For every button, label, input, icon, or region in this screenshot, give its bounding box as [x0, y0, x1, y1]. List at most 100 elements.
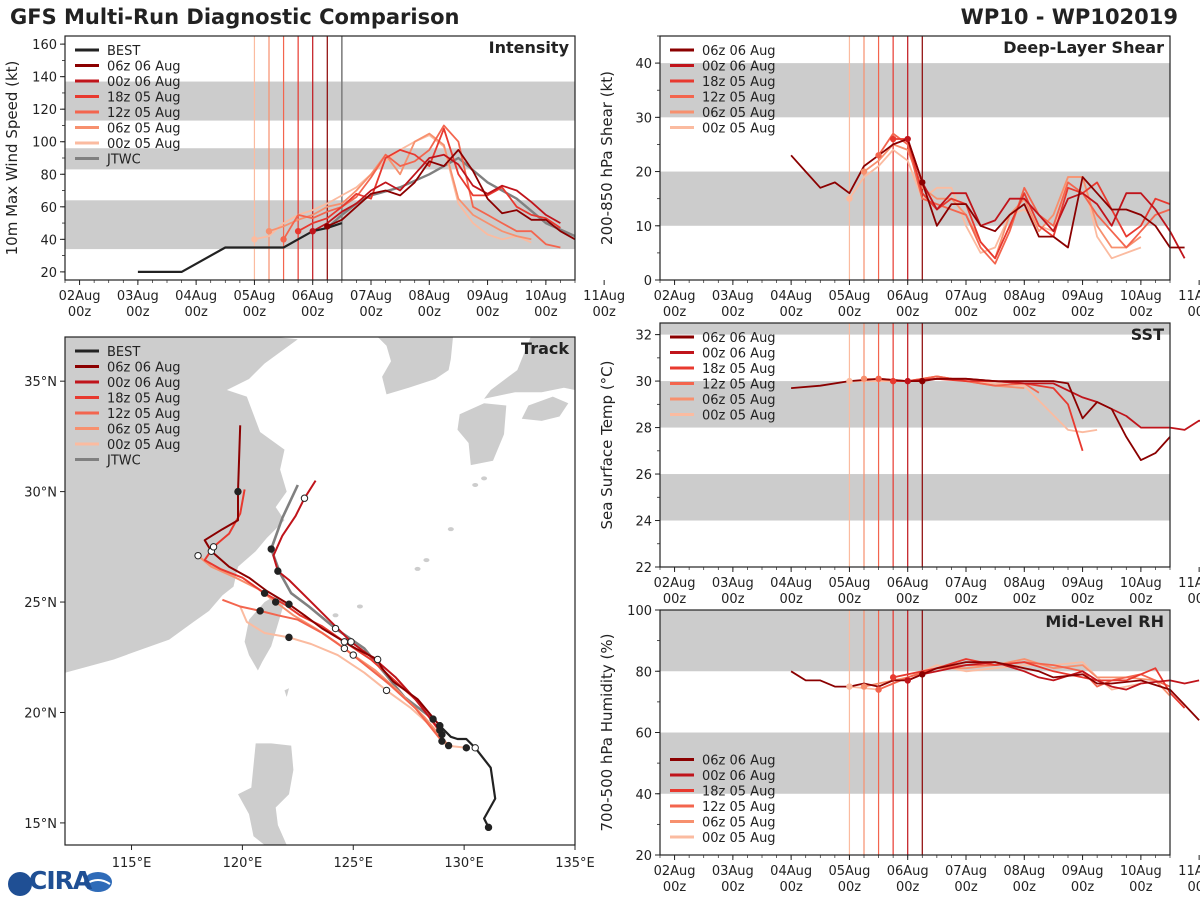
intensity-init-marker — [251, 236, 258, 243]
track-ytick-label: 15°N — [24, 817, 57, 832]
intensity-init-marker — [265, 228, 273, 235]
shear-panel: 01020304002Aug00z03Aug00z04Aug00z05Aug00… — [598, 35, 1200, 320]
rh-xtick-label: 03Aug — [712, 864, 754, 879]
sst-xtick-label: 00z — [663, 592, 687, 607]
intensity-series-line — [312, 153, 561, 232]
rh-ytick-label: 40 — [635, 788, 652, 803]
shear-xtick-label: 00z — [838, 305, 862, 320]
rh-legend-label: 12z 05 Aug — [702, 800, 776, 815]
intensity-xtick-label: 06Aug — [292, 289, 334, 304]
shear-xtick-label: 04Aug — [770, 289, 812, 304]
track-panel: 115°E 120°E 125°E 130°E 135°E 15°N 20°N 25°N 30°… — [24, 336, 595, 871]
sst-xtick-label: 00z — [954, 592, 978, 607]
track-day-marker — [331, 624, 340, 633]
intensity-xtick-label: 00z — [534, 305, 558, 320]
track-xtick-label: 135°E — [555, 856, 595, 871]
track-series-line — [438, 724, 497, 828]
honshu-landmass — [484, 337, 575, 399]
rh-xtick-label: 00z — [1187, 880, 1200, 895]
rh-band — [660, 610, 1170, 672]
track-series-line — [269, 484, 434, 721]
rh-ytick-label: 80 — [635, 665, 652, 680]
track-day-marker — [194, 551, 202, 560]
rh-xtick-label: 00z — [1071, 880, 1095, 895]
track-day-marker — [234, 487, 242, 496]
rh-xtick-label: 00z — [663, 880, 687, 895]
track-day-marker — [300, 494, 309, 502]
sst-xtick-label: 04Aug — [770, 576, 812, 591]
track-map — [65, 337, 575, 845]
rh-band — [660, 732, 1170, 794]
intensity-xtick-label: 00z — [243, 305, 267, 320]
intensity-series-line — [268, 132, 532, 241]
shear-xtick-label: 11Aug — [1178, 289, 1200, 304]
track-day-marker — [285, 600, 293, 608]
sst-xtick-label: 00z — [896, 592, 920, 607]
track-legend-label: 18z 05 Aug — [107, 392, 181, 407]
ryukyu-island — [447, 527, 454, 532]
intensity-init-marker — [294, 228, 302, 235]
rh-init-marker — [919, 671, 926, 678]
track-day-marker — [373, 655, 382, 664]
shear-xtick-label: 00z — [721, 305, 745, 320]
sst-legend-label: 12z 05 Aug — [702, 378, 776, 393]
sst-ytick-label: 26 — [635, 468, 652, 483]
shear-init-marker — [889, 135, 897, 143]
sst-init-marker — [875, 375, 882, 382]
intensity-init-marker — [280, 236, 287, 243]
intensity-ytick-label: 160 — [32, 38, 57, 53]
intensity-legend-label: 06z 05 Aug — [107, 122, 181, 137]
intensity-ytick-label: 80 — [40, 168, 57, 183]
shear-xtick-label: 00z — [663, 305, 687, 320]
intensity-xtick-label: 05Aug — [233, 289, 275, 304]
shear-xtick-label: 00z — [954, 305, 978, 320]
intensity-ytick-label: 40 — [40, 233, 57, 248]
shear-series-line — [906, 138, 1186, 259]
sst-ytick-label: 24 — [635, 515, 652, 530]
rh-init-marker — [889, 674, 897, 681]
intensity-legend-label: JTWC — [106, 153, 141, 168]
sst-xtick-label: 10Aug — [1120, 576, 1162, 591]
sst-xtick-label: 00z — [1071, 592, 1095, 607]
track-day-marker — [267, 545, 275, 553]
track-legend-label: BEST — [107, 345, 140, 360]
intensity-ytick-label: 120 — [32, 103, 57, 118]
intensity-legend-label: BEST — [107, 44, 140, 59]
sst-xtick-label: 02Aug — [654, 576, 696, 591]
rh-xtick-label: 07Aug — [945, 864, 987, 879]
intensity-xtick-label: 03Aug — [117, 289, 159, 304]
track-day-marker — [484, 823, 493, 832]
intensity-series-line — [282, 124, 561, 249]
shear-ytick-label: 40 — [635, 57, 652, 72]
shear-legend-label: 12z 05 Aug — [702, 91, 776, 106]
shear-legend-label: 06z 05 Aug — [702, 106, 776, 121]
cira-globe-icon — [8, 872, 112, 896]
shear-init-marker — [904, 135, 911, 143]
track-ytick-label: 25°N — [24, 596, 57, 611]
shear-xtick-label: 03Aug — [712, 289, 754, 304]
intensity-xtick-label: 00z — [126, 305, 150, 320]
intensity-series-line — [326, 148, 576, 241]
rh-legend-label: 06z 06 Aug — [702, 754, 776, 769]
china-landmass — [65, 337, 298, 673]
rh-init-marker — [904, 677, 911, 684]
ryukyu-island — [472, 482, 479, 487]
rh-xtick-label: 00z — [1013, 880, 1037, 895]
intensity-ytick-label: 140 — [32, 71, 57, 86]
track-day-marker — [256, 607, 264, 615]
sst-xtick-label: 00z — [779, 592, 803, 607]
sst-xtick-label: 08Aug — [1003, 576, 1045, 591]
rh-title: Mid-Level RH — [1045, 612, 1164, 631]
rh-xtick-label: 00z — [721, 880, 745, 895]
track-day-marker — [274, 567, 282, 575]
track-xtick-label: 115°E — [112, 856, 152, 871]
sst-init-marker — [889, 377, 897, 385]
sst-legend-label: 06z 06 Aug — [702, 331, 776, 346]
rh-xtick-label: 00z — [838, 880, 862, 895]
rh-xtick-label: 06Aug — [887, 864, 929, 879]
track-legend-label: 00z 06 Aug — [107, 376, 181, 391]
rh-series-line — [790, 661, 1200, 721]
track-legend-label: 06z 06 Aug — [107, 361, 181, 376]
shear-legend-label: 06z 06 Aug — [702, 44, 776, 59]
